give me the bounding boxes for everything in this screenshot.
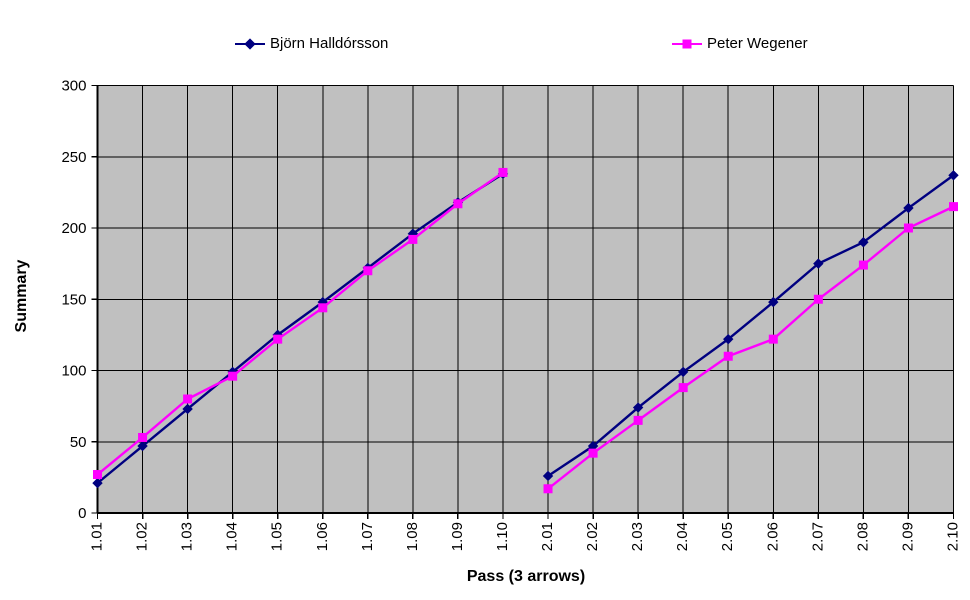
y-tick-label: 150 bbox=[61, 291, 86, 308]
x-tick-label: 2.04 bbox=[674, 522, 691, 551]
diamond-marker-icon bbox=[858, 237, 869, 248]
diamond-marker-icon bbox=[768, 296, 779, 308]
square-marker-icon bbox=[363, 266, 373, 276]
x-tick-label: 2.05 bbox=[719, 522, 736, 551]
y-axis-title: Summary bbox=[13, 259, 30, 333]
x-tick-label: 1.09 bbox=[449, 522, 466, 551]
x-tick-label: 1.02 bbox=[134, 522, 151, 551]
legend-key-bjorn bbox=[235, 36, 265, 52]
square-marker-icon bbox=[768, 334, 778, 344]
series-line-diamond bbox=[96, 172, 504, 485]
x-tick-label: 1.04 bbox=[224, 522, 241, 551]
x-tick-label: 2.01 bbox=[539, 522, 556, 551]
y-tick-label: 50 bbox=[70, 434, 87, 451]
square-marker-icon bbox=[453, 199, 463, 209]
square-marker-icon bbox=[949, 202, 958, 212]
square-marker-icon bbox=[138, 432, 148, 442]
legend-label-peter: Peter Wegener bbox=[707, 35, 808, 52]
series-line-square bbox=[547, 205, 955, 490]
legend-label-bjorn: Björn Halldórsson bbox=[270, 35, 389, 52]
diamond-marker-icon bbox=[137, 440, 148, 452]
diamond-marker-icon bbox=[587, 440, 599, 452]
series-line-diamond bbox=[547, 174, 955, 477]
y-tick-label: 100 bbox=[61, 363, 86, 380]
x-tick-label: 1.01 bbox=[89, 522, 106, 551]
legend-item-peter: Peter Wegener bbox=[672, 35, 808, 53]
square-marker-icon bbox=[543, 484, 553, 494]
y-tick-label: 0 bbox=[78, 505, 86, 522]
x-tick-label: 2.03 bbox=[629, 522, 646, 551]
square-marker-icon bbox=[498, 167, 508, 177]
square-marker-icon bbox=[858, 260, 868, 270]
x-tick-label: 2.08 bbox=[854, 522, 871, 551]
series-line-square bbox=[96, 171, 504, 476]
diamond-marker-icon bbox=[92, 477, 103, 489]
x-tick-label: 2.06 bbox=[764, 522, 781, 551]
diamond-marker-icon bbox=[813, 258, 824, 269]
diamond-marker-icon bbox=[632, 402, 644, 413]
square-marker-icon bbox=[183, 394, 193, 404]
legend-key-peter bbox=[672, 36, 702, 52]
diamond-marker-icon bbox=[244, 38, 256, 50]
square-marker-icon bbox=[813, 294, 823, 304]
square-marker-icon bbox=[408, 234, 418, 244]
x-tick-label: 2.07 bbox=[809, 522, 826, 551]
y-tick-label: 250 bbox=[61, 149, 86, 166]
square-marker-icon bbox=[723, 351, 733, 361]
y-tick-label: 300 bbox=[61, 78, 86, 95]
x-axis-title: Pass (3 arrows) bbox=[466, 568, 586, 585]
x-tick-label: 1.10 bbox=[494, 522, 511, 551]
square-marker-icon bbox=[682, 39, 692, 49]
x-tick-label: 1.03 bbox=[179, 522, 196, 551]
square-marker-icon bbox=[273, 334, 283, 344]
legend-item-bjorn: Björn Halldórsson bbox=[235, 35, 388, 53]
x-tick-label: 1.06 bbox=[314, 522, 331, 551]
x-tick-label: 1.05 bbox=[269, 522, 286, 551]
y-tick-label: 200 bbox=[61, 220, 86, 237]
square-marker-icon bbox=[228, 371, 238, 381]
x-tick-label: 1.08 bbox=[404, 522, 421, 551]
x-tick-label: 1.07 bbox=[359, 522, 376, 551]
x-tick-label: 2.10 bbox=[945, 522, 962, 551]
diamond-marker-icon bbox=[948, 170, 959, 181]
diamond-marker-icon bbox=[677, 366, 689, 378]
square-marker-icon bbox=[93, 470, 102, 480]
square-marker-icon bbox=[588, 448, 598, 458]
diamond-marker-icon bbox=[542, 470, 554, 482]
diamond-marker-icon bbox=[723, 333, 734, 345]
square-marker-icon bbox=[678, 383, 688, 393]
x-tick-label: 2.02 bbox=[584, 522, 601, 551]
square-marker-icon bbox=[318, 303, 328, 313]
diamond-marker-icon bbox=[903, 202, 914, 214]
diamond-marker-icon bbox=[182, 403, 193, 415]
square-marker-icon bbox=[903, 223, 913, 233]
square-marker-icon bbox=[633, 415, 643, 425]
x-tick-label: 2.09 bbox=[899, 522, 916, 551]
